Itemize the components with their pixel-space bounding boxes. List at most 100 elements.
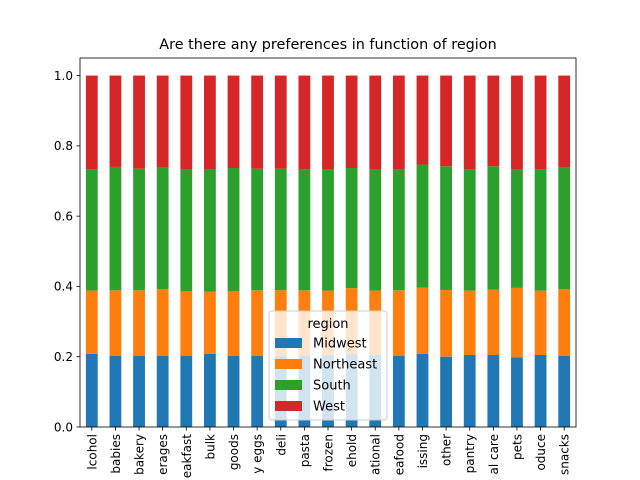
bar-segment-northeast-19 bbox=[534, 290, 547, 355]
chart-title: Are there any preferences in function of… bbox=[159, 37, 496, 53]
bar-segment-south-10 bbox=[322, 169, 334, 291]
bar-segment-south-8 bbox=[274, 168, 287, 291]
bar-segment-south-6 bbox=[227, 167, 240, 292]
bar-segment-west-18 bbox=[511, 75, 523, 170]
bar-segment-west-11 bbox=[345, 75, 358, 168]
bar-segment-northeast-14 bbox=[416, 287, 429, 354]
bar-segment-midwest-14 bbox=[416, 353, 429, 427]
legend-swatch-midwest bbox=[275, 338, 302, 348]
bar-segment-midwest-0 bbox=[85, 353, 98, 427]
x-tick-label: erages bbox=[156, 434, 170, 475]
x-tick-label: babies bbox=[109, 434, 123, 474]
bar-segment-midwest-18 bbox=[511, 357, 523, 427]
legend-label-midwest: Midwest bbox=[313, 337, 367, 352]
bar-segment-midwest-17 bbox=[487, 354, 500, 427]
bar-segment-northeast-16 bbox=[463, 290, 476, 355]
bar-segment-south-18 bbox=[511, 169, 523, 288]
bar-segment-northeast-3 bbox=[156, 289, 169, 356]
x-tick-label: oduce bbox=[534, 434, 548, 471]
y-tick-label: 0.0 bbox=[54, 420, 73, 434]
x-tick-label: deli bbox=[274, 434, 288, 456]
x-tick-label: al care bbox=[487, 434, 501, 475]
bar-segment-south-1 bbox=[109, 166, 122, 291]
bar-segment-south-0 bbox=[85, 169, 98, 291]
bar-segment-south-4 bbox=[180, 169, 193, 292]
bar-segment-northeast-1 bbox=[109, 290, 122, 356]
x-tick-label: pantry bbox=[463, 434, 477, 473]
x-tick-label: frozen bbox=[322, 434, 336, 472]
bar-segment-west-20 bbox=[558, 75, 571, 168]
bar-segment-south-12 bbox=[369, 169, 382, 291]
y-tick-label: 0.6 bbox=[54, 209, 73, 223]
bar-segment-northeast-0 bbox=[85, 290, 98, 354]
bar-segment-west-14 bbox=[416, 75, 429, 165]
bar-segment-south-14 bbox=[416, 164, 429, 288]
legend-swatch-northeast bbox=[275, 359, 302, 369]
bar-segment-midwest-3 bbox=[156, 355, 169, 427]
legend-label-northeast: Northeast bbox=[313, 358, 377, 373]
bar-segment-west-6 bbox=[227, 75, 240, 168]
bar-segment-south-20 bbox=[558, 167, 571, 290]
bar-segment-northeast-20 bbox=[558, 289, 571, 356]
bar-segment-west-15 bbox=[440, 75, 452, 167]
y-tick-label: 0.2 bbox=[54, 350, 73, 364]
x-tick-label: bulk bbox=[203, 434, 217, 460]
bar-segment-northeast-13 bbox=[392, 290, 405, 356]
bar-segment-west-17 bbox=[487, 75, 500, 167]
bar-segment-midwest-2 bbox=[133, 355, 145, 427]
legend: region Midwest Northeast South West bbox=[268, 310, 388, 421]
bar-segment-west-4 bbox=[180, 75, 193, 170]
bar-segment-south-13 bbox=[392, 169, 405, 291]
legend-label-south: South bbox=[313, 379, 351, 394]
legend-swatch-west bbox=[275, 401, 302, 411]
bar-segment-west-7 bbox=[251, 75, 264, 169]
legend-swatch-south bbox=[275, 380, 302, 390]
x-tick-label: eafood bbox=[392, 434, 406, 475]
y-tick-label: 1.0 bbox=[54, 69, 73, 83]
bar-segment-northeast-5 bbox=[204, 291, 216, 354]
bar-segment-west-16 bbox=[463, 75, 476, 170]
x-tick-label: lcohol bbox=[85, 434, 99, 470]
bar-segment-midwest-13 bbox=[392, 355, 405, 427]
bar-segment-west-9 bbox=[298, 75, 311, 170]
x-tick-label: y eggs bbox=[251, 434, 265, 474]
y-axis: 0.0 0.2 0.4 0.6 0.8 1.0 bbox=[54, 69, 80, 434]
bar-segment-west-12 bbox=[369, 75, 382, 170]
x-tick-label: other bbox=[440, 434, 454, 466]
x-tick-label: ehold bbox=[345, 434, 359, 467]
legend-label-west: West bbox=[313, 400, 345, 415]
x-tick-label: pets bbox=[510, 434, 524, 460]
x-tick-label: bakery bbox=[133, 434, 147, 475]
bar-segment-south-3 bbox=[156, 167, 169, 290]
x-tick-label: pasta bbox=[298, 434, 312, 467]
bar-segment-south-2 bbox=[133, 168, 145, 291]
bar-segment-west-2 bbox=[133, 75, 145, 169]
bar-segment-west-19 bbox=[534, 75, 547, 170]
bar-segment-south-7 bbox=[251, 168, 264, 291]
bar-segment-south-19 bbox=[534, 169, 547, 291]
bar-segment-west-1 bbox=[109, 75, 122, 167]
x-tick-label: ational bbox=[369, 434, 383, 475]
bar-segment-west-0 bbox=[85, 75, 98, 170]
bar-segment-midwest-19 bbox=[534, 354, 547, 427]
x-tick-label: snacks bbox=[558, 434, 572, 475]
bar-segment-south-9 bbox=[298, 169, 311, 291]
bar-segment-northeast-15 bbox=[440, 289, 452, 357]
bar-segment-midwest-20 bbox=[558, 355, 571, 427]
bar-segment-midwest-5 bbox=[204, 353, 216, 427]
bar-segment-northeast-7 bbox=[251, 290, 264, 356]
bar-segment-south-17 bbox=[487, 166, 500, 290]
x-tick-label: issing bbox=[416, 434, 430, 468]
bar-segment-midwest-16 bbox=[463, 354, 476, 427]
bar-segment-west-5 bbox=[204, 75, 216, 170]
x-axis: lcohol babies bakery erages eakfast bulk goods… bbox=[85, 427, 572, 478]
bar-segment-midwest-7 bbox=[251, 355, 264, 427]
bar-segment-northeast-18 bbox=[511, 287, 523, 358]
bar-segment-west-10 bbox=[322, 75, 334, 170]
x-tick-label: goods bbox=[227, 434, 241, 470]
bar-segment-northeast-2 bbox=[133, 290, 145, 356]
bar-segment-northeast-6 bbox=[227, 291, 240, 356]
bar-segment-west-8 bbox=[274, 75, 287, 169]
legend-title: region bbox=[307, 317, 348, 332]
